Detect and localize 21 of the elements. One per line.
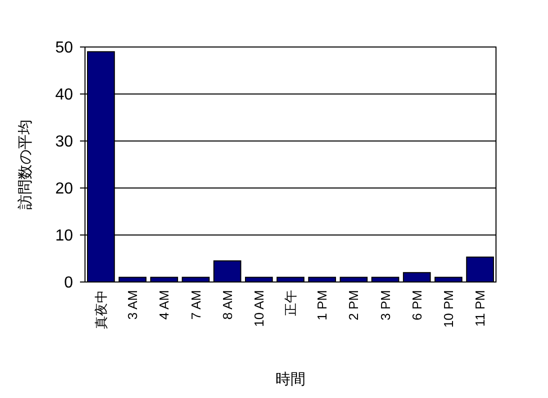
x-tick-label: 3 AM [125, 290, 140, 320]
x-tick-label: 1 PM [314, 290, 330, 320]
x-tick-label: 10 PM [441, 290, 456, 328]
y-axis-title: 訪問数の平均 [17, 120, 34, 210]
x-tick-label: 7 AM [188, 290, 204, 320]
x-tick-label: 真夜中 [94, 290, 109, 329]
x-tick-label: 4 AM [156, 290, 172, 320]
y-tick-label: 50 [55, 40, 74, 57]
x-tick-label: 2 PM [346, 290, 362, 320]
x-tick-label: 正午 [283, 290, 298, 316]
y-tick-label: 0 [64, 274, 74, 292]
y-tick-label: 40 [55, 86, 74, 104]
y-tick-label: 30 [55, 134, 74, 151]
y-tick-label: 20 [55, 180, 74, 198]
x-tick-label: 6 PM [409, 290, 424, 320]
x-tick-label: 11 PM [472, 290, 488, 327]
x-tick-label: 3 PM [378, 290, 393, 320]
y-tick-label: 10 [55, 228, 74, 245]
x-tick-label: 8 AM [220, 290, 235, 320]
x-axis-title: 時間 [276, 371, 306, 388]
x-tick-label: 10 AM [251, 290, 266, 327]
